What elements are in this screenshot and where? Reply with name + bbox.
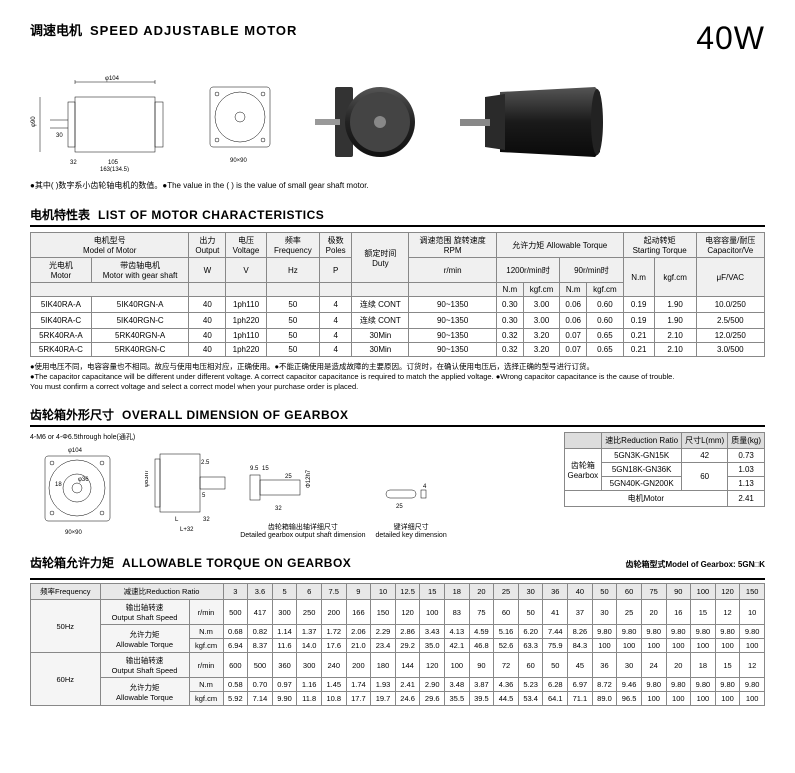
gearbox-section: 4-M6 or 4-Φ6.5through hole(通孔) φ104 φ36 …: [30, 432, 765, 539]
gearbox-table-wrapper: 速比Reduction Ratio尺寸L(mm)质量(kg) 齿轮箱Gearbo…: [564, 432, 766, 507]
gearbox-side-drawing: φ83h7 2.5 5 L 32 L+32: [145, 439, 230, 539]
svg-text:25: 25: [396, 504, 403, 510]
motor-side-drawing: φ104 φ90 30 32 105 163(134.5): [30, 72, 180, 172]
svg-text:4: 4: [423, 484, 427, 490]
torque-table: 频率Frequency减速比Reduction Ratio33.6567.591…: [30, 583, 765, 706]
svg-text:32: 32: [203, 517, 210, 523]
sec3-en: ALLOWABLE TORQUE ON GEARBOX: [122, 556, 351, 570]
gearbox-drawings: 4-M6 or 4-Φ6.5through hole(通孔) φ104 φ36 …: [30, 432, 447, 539]
key-caption: 键详细尺寸 detailed key dimension: [376, 522, 447, 539]
svg-text:18: 18: [55, 482, 62, 488]
motor-row: 5RK40RA-A5RK40RGN-A401ph11050430Min90~13…: [31, 329, 765, 343]
sec1-title: 电机特性表 LIST OF MOTOR CHARACTERISTICS: [30, 206, 765, 227]
motor-photo-1: [300, 72, 430, 172]
title-cn: 调速电机: [30, 20, 82, 39]
gearbox-key-drawing: 25 4: [376, 470, 431, 520]
svg-text:32: 32: [275, 506, 282, 512]
svg-text:9.5: 9.5: [250, 466, 259, 472]
svg-text:φ90: φ90: [31, 116, 37, 127]
title-en: SPEED ADJUSTABLE MOTOR: [90, 23, 297, 38]
sec1-cn: 电机特性表: [30, 206, 90, 223]
sec2-cn: 齿轮箱外形尺寸: [30, 406, 114, 423]
sec3-header: 齿轮箱允许力矩 ALLOWABLE TORQUE ON GEARBOX 齿轮箱型…: [30, 554, 765, 578]
page-header: 调速电机 SPEED ADJUSTABLE MOTOR 40W: [30, 20, 765, 57]
svg-text:5: 5: [202, 493, 206, 499]
motor-row: 5RK40RA-C5RK40RGN-C401ph22050430Min90~13…: [31, 343, 765, 357]
svg-text:90×90: 90×90: [230, 158, 248, 164]
svg-text:15: 15: [262, 466, 269, 472]
svg-text:2.5: 2.5: [201, 460, 210, 466]
svg-text:L: L: [175, 517, 179, 523]
svg-text:25: 25: [285, 474, 292, 480]
svg-text:L+32: L+32: [180, 527, 194, 533]
torque-row: 允许力矩Allowable TorqueN.m0.580.700.971.161…: [31, 678, 765, 692]
motor-row: 5IK40RA-C5IK40RGN-C401ph220504连续 CONT90~…: [31, 313, 765, 329]
motor-front-drawing: 90×90: [195, 72, 285, 172]
sec1-en: LIST OF MOTOR CHARACTERISTICS: [98, 208, 324, 222]
motor-photo-2: [445, 72, 615, 172]
svg-text:Φ12h7: Φ12h7: [306, 469, 312, 488]
sec2-title: 齿轮箱外形尺寸 OVERALL DIMENSION OF GEARBOX: [30, 406, 765, 427]
sec2-en: OVERALL DIMENSION OF GEARBOX: [122, 408, 348, 422]
drawing-note: ●其中( )数字系小齿轮轴电机的数值。●The value in the ( )…: [30, 180, 765, 191]
svg-text:105: 105: [108, 160, 119, 166]
gearbox-model: 齿轮箱型式Model of Gearbox: 5GN□K: [625, 559, 765, 570]
svg-text:30: 30: [56, 133, 63, 139]
power-rating: 40W: [696, 20, 765, 57]
sec3-cn: 齿轮箱允许力矩: [30, 554, 114, 571]
svg-text:90×90: 90×90: [65, 530, 83, 536]
motor-notes: ●使用电压不同，电容容量也不相同。故应与使用电压相对应，正确使用。●不能正确使用…: [30, 362, 765, 391]
svg-text:φ36: φ36: [78, 477, 89, 483]
gearbox-front-drawing: φ104 φ36 18 90×90: [30, 444, 125, 539]
gearbox-table: 速比Reduction Ratio尺寸L(mm)质量(kg) 齿轮箱Gearbo…: [564, 432, 766, 507]
torque-row: 50Hz输出轴转速Output Shaft Speedr/min50041730…: [31, 600, 765, 625]
hole-note: 4-M6 or 4-Φ6.5through hole(通孔): [30, 432, 135, 442]
motor-drawings-row: φ104 φ90 30 32 105 163(134.5) 90×90: [30, 72, 765, 172]
torque-row: 允许力矩Allowable TorqueN.m0.680.821.141.371…: [31, 625, 765, 639]
svg-text:163(134.5): 163(134.5): [100, 167, 129, 172]
svg-text:φ104: φ104: [68, 448, 83, 454]
motor-characteristics-table: 电机型号Model of Motor 出力Output 电压Voltage 频率…: [30, 232, 765, 357]
gearbox-shaft-drawing: 9.5 15 32 25 Φ12h7: [240, 450, 315, 520]
torque-row: 60Hz输出轴转速Output Shaft Speedr/min60050036…: [31, 653, 765, 678]
shaft-caption: 齿轮箱输出轴详细尺寸 Detailed gearbox output shaft…: [240, 522, 365, 539]
svg-text:32: 32: [70, 160, 77, 166]
svg-text:φ83h7: φ83h7: [145, 469, 150, 487]
svg-text:φ104: φ104: [105, 76, 120, 82]
title-group: 调速电机 SPEED ADJUSTABLE MOTOR: [30, 20, 297, 39]
motor-row: 5IK40RA-A5IK40RGN-A401ph110504连续 CONT90~…: [31, 297, 765, 313]
